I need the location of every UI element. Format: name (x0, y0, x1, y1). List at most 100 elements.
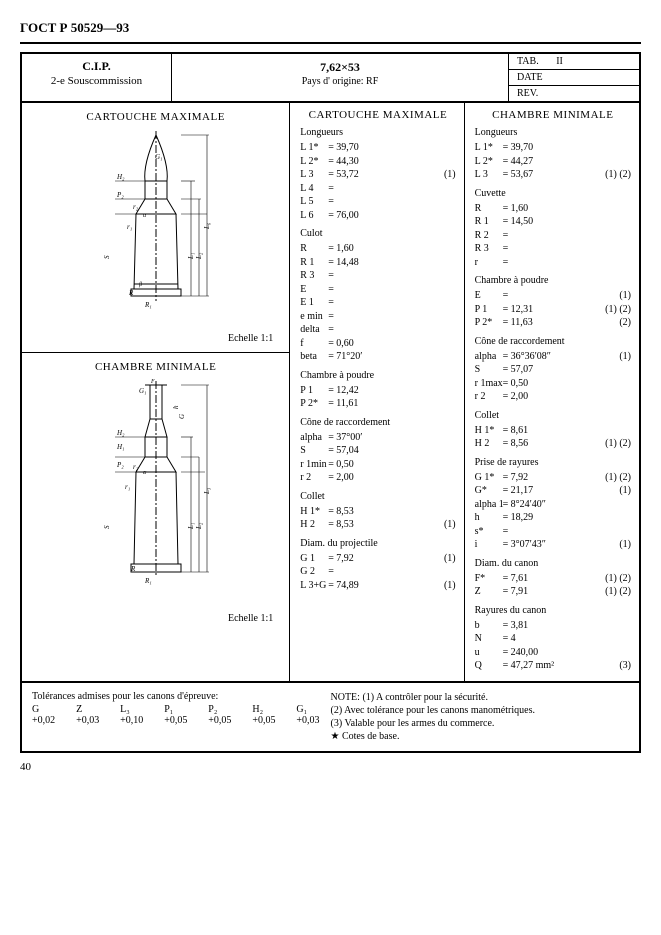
data-row: r 2=2,00 (475, 390, 631, 404)
svg-text:h: h (172, 405, 180, 409)
data-row: S=57,04 (300, 444, 455, 458)
data-row: F*=7,61(1) (2) (475, 572, 631, 586)
note-line: ★ Cotes de base. (331, 730, 630, 743)
cartridge-diagram: L₁ L₂ L₆ H₂ P₂ r₂ r₁ α G₁ S R R₁ β (81, 129, 231, 329)
data-columns: CARTOUCHE MAXIMALE LongueursL 1*=39,70L … (290, 103, 639, 681)
data-right-col: CHAMBRE MINIMALE LongueursL 1*=39,70L 2*… (465, 103, 639, 681)
data-row: H 2=8,56(1) (2) (475, 437, 631, 451)
note-line: (2) Avec tolérance pour les canons manom… (331, 704, 630, 717)
origin-label: Pays d' origine: RF (182, 76, 498, 87)
svg-text:G₁: G₁ (139, 387, 147, 395)
cartridge-diagram-title: CARTOUCHE MAXIMALE (30, 111, 281, 123)
data-row: alpha=37°00′ (300, 431, 455, 445)
tolerance-block: Tolérances admises pour les canons d'épr… (32, 691, 331, 743)
data-row: H 2=8,53(1) (300, 518, 455, 532)
data-row: L 3+G=74,89(1) (300, 579, 455, 593)
svg-text:r₂: r₂ (133, 203, 139, 211)
rev-row: REV. (509, 86, 639, 101)
svg-text:r₁: r₁ (127, 223, 132, 231)
svg-text:F: F (150, 379, 155, 385)
data-row: r 2=2,00 (300, 471, 455, 485)
svg-text:G: G (178, 414, 186, 419)
data-row: L 1*=39,70 (300, 141, 455, 155)
data-row: P 1=12,31(1) (2) (475, 303, 631, 317)
svg-text:L₁: L₁ (187, 253, 195, 260)
chamber-diagram: L₁ L₂ L₃ G h F G₁ H₂ H₁ P₂ r₁ r₂ α S (81, 379, 231, 609)
caliber-title: 7,62×53 (182, 58, 498, 76)
data-row: r= (475, 256, 631, 270)
data-row: G 1=7,92(1) (300, 552, 455, 566)
data-row: R=1,60 (300, 242, 455, 256)
main-content: CARTOUCHE MAXIMALE (22, 103, 639, 683)
data-row: e min= (300, 310, 455, 324)
tolerance-value: +0,05 (252, 715, 286, 726)
data-row: i=3°07′43″(1) (475, 538, 631, 552)
data-row: H 1*=8,61 (475, 424, 631, 438)
svg-text:S: S (103, 525, 111, 529)
data-row: alpha=36°36′08″(1) (475, 350, 631, 364)
svg-text:β: β (138, 282, 142, 288)
data-row: P 2*=11,61 (300, 397, 455, 411)
tolerance-value: +0,03 (296, 715, 330, 726)
data-row: N=4 (475, 632, 631, 646)
data-group-heading: Chambre à poudre (475, 275, 631, 286)
data-row: H 1*=8,53 (300, 505, 455, 519)
data-row: Q=47,27 mm²(3) (475, 659, 631, 673)
data-row: P 1=12,42 (300, 384, 455, 398)
svg-text:L₆: L₆ (203, 222, 211, 230)
svg-text:R₁: R₁ (144, 301, 152, 309)
tolerance-col-header: H₂ (252, 704, 286, 715)
data-row: R 1=14,50 (475, 215, 631, 229)
data-row: R 1=14,48 (300, 256, 455, 270)
tolerance-value: +0,02 (32, 715, 66, 726)
data-row: L 2*=44,30 (300, 155, 455, 169)
data-group-heading: Cône de raccordement (300, 417, 455, 428)
date-row: DATE (509, 70, 639, 86)
svg-text:P₂: P₂ (116, 461, 124, 469)
chamber-diagram-panel: CHAMBRE MINIMALE (22, 353, 289, 632)
footer-row: Tolérances admises pour les canons d'épr… (22, 683, 639, 751)
tolerance-value: +0,10 (120, 715, 154, 726)
data-row: s*= (475, 525, 631, 539)
tolerance-col-header: P₁ (164, 704, 198, 715)
svg-text:R: R (130, 565, 136, 573)
tolerance-col-header: P₂ (208, 704, 242, 715)
svg-text:G₁: G₁ (155, 153, 163, 161)
cip-title: C.I.P. (32, 58, 161, 75)
svg-text:L₃: L₃ (203, 487, 211, 495)
data-row: S=57,07 (475, 363, 631, 377)
data-row: G*=21,17(1) (475, 484, 631, 498)
data-right-title: CHAMBRE MINIMALE (475, 109, 631, 121)
diagram-column: CARTOUCHE MAXIMALE (22, 103, 290, 681)
data-group-heading: Prise de rayures (475, 457, 631, 468)
cip-subtitle: 2-e Souscommission (32, 75, 161, 87)
svg-text:H₁: H₁ (116, 443, 125, 451)
notes-list: NOTE: (1) A contrôler pour la sécurité.(… (331, 691, 630, 743)
data-row: E 1= (300, 296, 455, 310)
svg-text:H₂: H₂ (116, 429, 125, 437)
svg-text:P₂: P₂ (116, 191, 124, 199)
svg-text:S: S (103, 255, 111, 259)
data-left-title: CARTOUCHE MAXIMALE (300, 109, 455, 121)
data-row: r 1min=0,50 (300, 458, 455, 472)
svg-text:r₂: r₂ (133, 463, 139, 471)
data-row: R 3= (475, 242, 631, 256)
tolerance-title: Tolérances admises pour les canons d'épr… (32, 691, 331, 702)
data-row: Z=7,91(1) (2) (475, 585, 631, 599)
tolerance-table: GZL₃P₁P₂H₂G₁+0,02+0,03+0,10+0,05+0,05+0,… (32, 704, 331, 726)
meta-cell: TAB. II DATE REV. (509, 54, 639, 101)
note-line: (3) Valable pour les armes du commerce. (331, 717, 630, 730)
data-group-heading: Collet (300, 491, 455, 502)
note-line: NOTE: (1) A contrôler pour la sécurité. (331, 691, 630, 704)
data-group-heading: Cône de raccordement (475, 336, 631, 347)
data-row: P 2*=11,63(2) (475, 316, 631, 330)
svg-text:H₂: H₂ (116, 173, 125, 181)
data-row: alpha 1=8°24′40″ (475, 498, 631, 512)
tab-row: TAB. II (509, 54, 639, 70)
data-group-heading: Longueurs (475, 127, 631, 138)
data-row: G 1*=7,92(1) (2) (475, 471, 631, 485)
data-right-groups: LongueursL 1*=39,70L 2*=44,27L 3=53,67(1… (475, 127, 631, 673)
data-row: L 2*=44,27 (475, 155, 631, 169)
data-row: L 5= (300, 195, 455, 209)
cip-cell: C.I.P. 2-e Souscommission (22, 54, 172, 101)
